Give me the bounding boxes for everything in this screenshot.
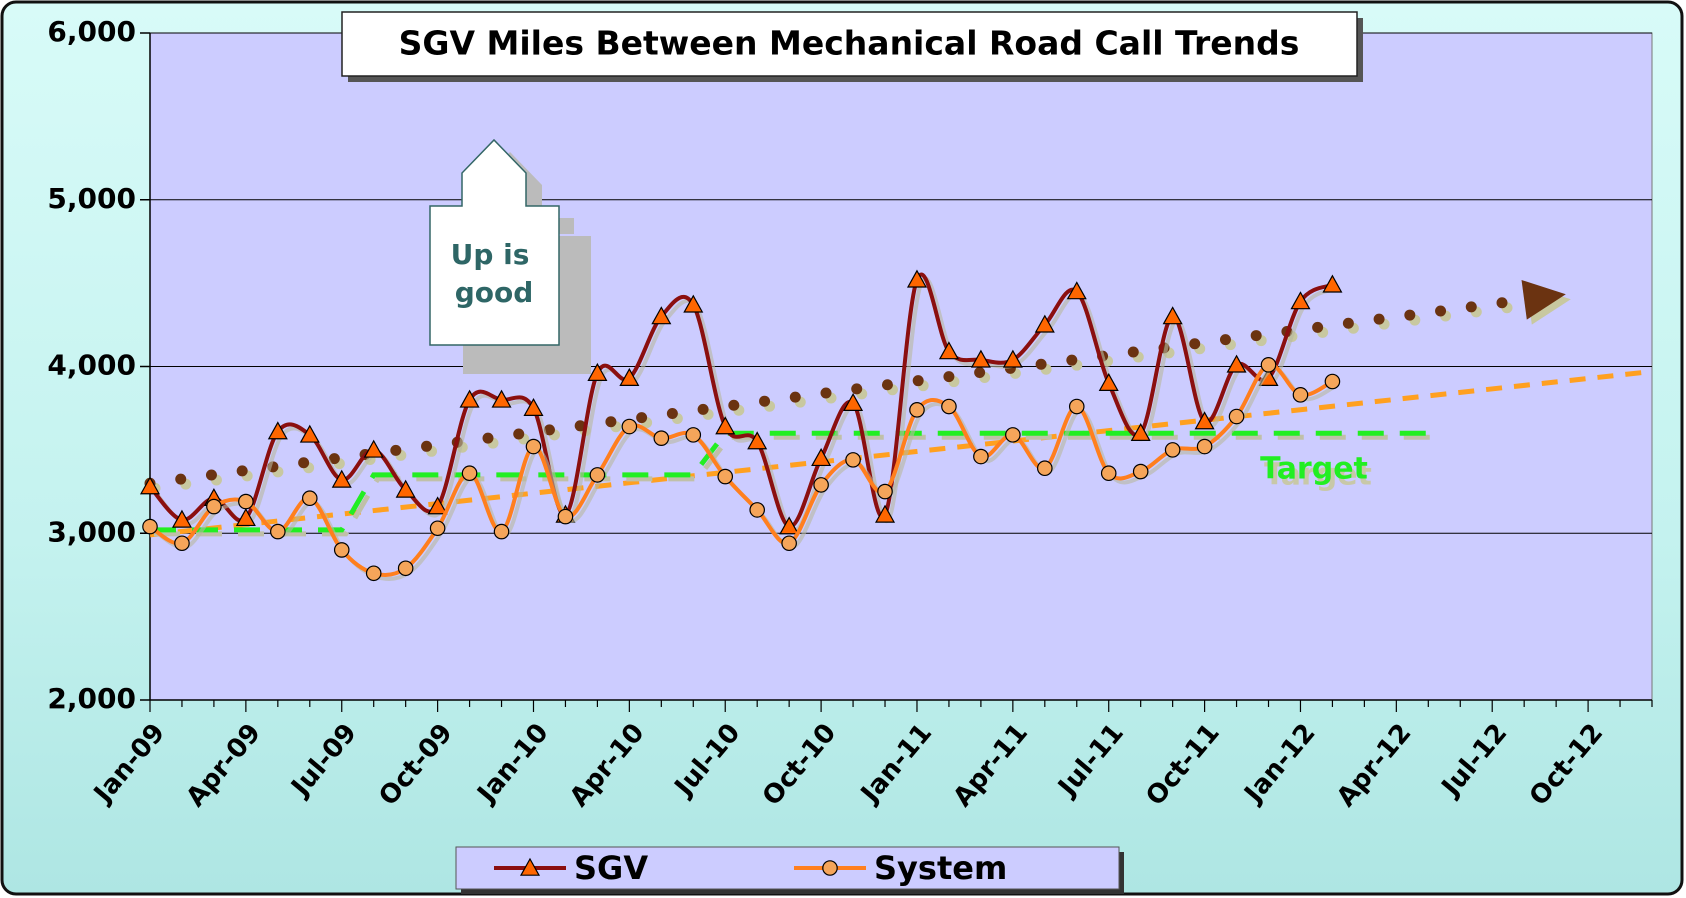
marker [429, 520, 446, 537]
legend [455, 846, 1120, 890]
marker [651, 306, 672, 325]
marker [1068, 398, 1085, 415]
legend-label: SGV [574, 849, 648, 887]
marker [813, 477, 829, 493]
marker [557, 508, 574, 525]
marker [1098, 372, 1119, 391]
marker [685, 427, 702, 443]
legend-label: System [874, 849, 1007, 887]
marker [1322, 274, 1343, 293]
chart-title: SGV Miles Between Mechanical Road Call T… [399, 24, 1300, 63]
marker [1292, 387, 1309, 403]
marker [1260, 357, 1277, 373]
marker [906, 269, 927, 288]
target-label-shadow: Target [1264, 458, 1372, 493]
marker [1002, 349, 1023, 368]
annotation-text: good [455, 276, 534, 309]
marker [395, 479, 416, 498]
marker [1037, 460, 1053, 477]
marker [781, 535, 797, 552]
marker [941, 398, 957, 415]
marker [491, 389, 512, 408]
marker [525, 438, 542, 455]
marker [174, 535, 190, 552]
marker [1226, 354, 1247, 373]
marker [427, 496, 448, 515]
marker [493, 523, 510, 540]
marker [459, 389, 480, 408]
marker [301, 490, 318, 507]
marker [749, 502, 765, 518]
marker [1196, 438, 1213, 455]
legend-items: SGV System [494, 849, 1007, 887]
trend-arrow [1521, 279, 1566, 320]
marker [621, 418, 638, 435]
marker [1034, 314, 1055, 333]
marker [235, 508, 256, 527]
marker [1194, 411, 1215, 430]
annotation-box [429, 138, 560, 346]
title-box [341, 11, 1358, 77]
marker [1132, 463, 1149, 480]
target-line [150, 430, 1429, 533]
marker [270, 523, 286, 540]
marker [970, 349, 991, 368]
marker [363, 439, 384, 458]
y-tick-label: 3,000 [47, 515, 136, 548]
marker [267, 421, 288, 440]
marker [715, 416, 736, 435]
marker [461, 465, 478, 482]
marker [845, 452, 861, 468]
y-tick-label: 5,000 [47, 182, 136, 215]
marker [653, 430, 670, 447]
marker [1066, 281, 1087, 300]
marker [1228, 408, 1245, 425]
marker [717, 468, 734, 485]
marker [1324, 373, 1341, 390]
marker [142, 518, 158, 535]
marker [397, 560, 414, 577]
marker [1290, 291, 1311, 310]
marker [519, 857, 541, 876]
y-tick-label: 6,000 [47, 15, 136, 48]
marker [206, 498, 222, 515]
marker [779, 516, 800, 535]
marker [909, 402, 925, 418]
marker [589, 467, 606, 483]
marker [365, 565, 382, 582]
marker [238, 493, 254, 510]
marker [811, 447, 832, 467]
series-line [148, 362, 1334, 578]
marker [843, 392, 864, 411]
target-label: Target [1260, 452, 1368, 487]
marker [973, 448, 989, 465]
marker [1100, 465, 1117, 482]
marker [523, 397, 544, 416]
marker [683, 294, 704, 313]
marker [1130, 422, 1151, 441]
marker [619, 367, 640, 386]
marker [877, 483, 893, 500]
marker [1164, 442, 1181, 458]
up-arrow-annotation: Up is good [429, 138, 591, 374]
y-tick-label: 2,000 [47, 682, 136, 715]
marker [333, 542, 350, 558]
marker [331, 469, 352, 488]
marker [822, 860, 838, 876]
marker [747, 431, 768, 450]
marker [1005, 427, 1021, 443]
marker [299, 424, 320, 443]
marker [587, 362, 608, 381]
marker [875, 504, 896, 523]
marker [1162, 306, 1183, 325]
y-tick-label: 4,000 [47, 349, 136, 382]
marker [938, 341, 959, 360]
marker [139, 476, 161, 495]
marker [171, 509, 192, 528]
annotation-text: Up is [451, 238, 530, 271]
